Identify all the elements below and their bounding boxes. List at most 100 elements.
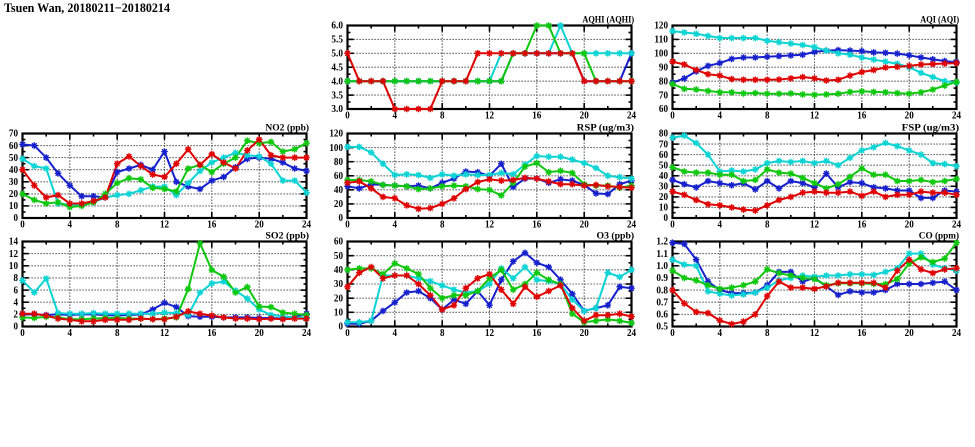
svg-text:0: 0	[345, 219, 350, 231]
svg-text:0: 0	[345, 327, 350, 339]
svg-text:24: 24	[952, 327, 962, 339]
svg-text:14: 14	[9, 236, 19, 248]
svg-text:50: 50	[659, 159, 669, 171]
svg-text:40: 40	[659, 170, 669, 182]
svg-text:100: 100	[654, 48, 668, 60]
svg-text:12: 12	[9, 248, 19, 260]
svg-text:3.5: 3.5	[331, 89, 343, 101]
svg-text:10: 10	[9, 200, 19, 212]
svg-text:0: 0	[14, 321, 19, 333]
svg-text:0: 0	[345, 110, 350, 122]
svg-text:60: 60	[9, 140, 19, 152]
svg-text:4: 4	[393, 110, 398, 122]
svg-text:4: 4	[393, 219, 398, 231]
svg-text:20: 20	[334, 292, 344, 304]
svg-text:1.2: 1.2	[656, 236, 668, 248]
svg-text:60: 60	[659, 103, 669, 115]
svg-text:1.0: 1.0	[656, 260, 668, 272]
svg-text:30: 30	[334, 278, 344, 290]
svg-text:24: 24	[302, 219, 312, 231]
svg-text:12: 12	[810, 219, 820, 231]
svg-text:8: 8	[765, 219, 770, 231]
svg-text:4: 4	[68, 219, 73, 231]
svg-text:16: 16	[532, 219, 542, 231]
svg-text:SO2 (ppb): SO2 (ppb)	[265, 231, 309, 241]
svg-text:0.8: 0.8	[656, 284, 668, 296]
svg-text:0: 0	[670, 110, 675, 122]
svg-text:30: 30	[659, 181, 669, 193]
svg-text:24: 24	[302, 327, 312, 339]
svg-text:10: 10	[334, 307, 344, 319]
svg-text:3.0: 3.0	[331, 103, 343, 115]
svg-text:AQI (AQI): AQI (AQI)	[920, 15, 959, 25]
svg-text:NO2 (ppb): NO2 (ppb)	[265, 123, 309, 133]
svg-text:110: 110	[654, 34, 668, 46]
svg-text:5.5: 5.5	[331, 34, 343, 46]
svg-text:0.6: 0.6	[656, 309, 668, 321]
svg-text:12: 12	[160, 327, 170, 339]
svg-text:80: 80	[659, 75, 669, 87]
svg-text:CO (ppm): CO (ppm)	[919, 231, 959, 241]
svg-text:20: 20	[580, 219, 590, 231]
svg-text:24: 24	[627, 219, 637, 231]
svg-text:40: 40	[9, 164, 19, 176]
svg-text:20: 20	[255, 327, 265, 339]
svg-text:50: 50	[9, 152, 19, 164]
svg-text:24: 24	[627, 110, 637, 122]
svg-text:24: 24	[952, 110, 962, 122]
svg-text:4: 4	[393, 327, 398, 339]
svg-text:12: 12	[485, 219, 495, 231]
svg-text:4.0: 4.0	[331, 75, 343, 87]
svg-text:0: 0	[670, 219, 675, 231]
svg-text:60: 60	[334, 236, 344, 248]
svg-text:50: 50	[334, 250, 344, 262]
svg-text:6.0: 6.0	[331, 20, 343, 32]
svg-text:16: 16	[532, 327, 542, 339]
svg-text:80: 80	[334, 156, 344, 168]
svg-text:20: 20	[334, 198, 344, 210]
svg-text:4: 4	[68, 327, 73, 339]
svg-text:4: 4	[718, 110, 723, 122]
svg-text:0.5: 0.5	[656, 321, 668, 333]
svg-text:0.7: 0.7	[656, 296, 668, 308]
svg-text:20: 20	[9, 188, 19, 200]
svg-text:30: 30	[9, 176, 19, 188]
svg-text:0: 0	[20, 327, 25, 339]
svg-text:8: 8	[14, 272, 19, 284]
svg-text:40: 40	[334, 264, 344, 276]
svg-text:2: 2	[14, 309, 19, 321]
svg-text:0: 0	[339, 212, 344, 224]
svg-text:10: 10	[659, 202, 669, 214]
svg-text:20: 20	[905, 219, 915, 231]
svg-text:4: 4	[718, 219, 723, 231]
svg-text:8: 8	[440, 110, 445, 122]
svg-text:8: 8	[440, 219, 445, 231]
svg-text:0: 0	[339, 321, 344, 333]
svg-text:24: 24	[952, 219, 962, 231]
svg-text:16: 16	[857, 219, 867, 231]
svg-text:24: 24	[627, 327, 637, 339]
svg-text:70: 70	[659, 89, 669, 101]
svg-text:8: 8	[765, 110, 770, 122]
svg-text:20: 20	[905, 110, 915, 122]
svg-text:10: 10	[9, 260, 19, 272]
svg-text:16: 16	[857, 327, 867, 339]
svg-text:60: 60	[334, 170, 344, 182]
svg-text:70: 70	[9, 128, 19, 140]
svg-text:AQHI (AQHI): AQHI (AQHI)	[582, 15, 634, 25]
svg-text:O3 (ppb): O3 (ppb)	[597, 231, 635, 241]
svg-text:12: 12	[810, 110, 820, 122]
svg-text:70: 70	[659, 138, 669, 150]
svg-text:16: 16	[857, 110, 867, 122]
svg-text:8: 8	[115, 219, 120, 231]
svg-text:Tsuen Wan, 20180211−20180214: Tsuen Wan, 20180211−20180214	[4, 1, 171, 15]
svg-text:12: 12	[160, 219, 170, 231]
svg-text:16: 16	[207, 219, 217, 231]
svg-text:60: 60	[659, 149, 669, 161]
svg-text:0: 0	[20, 219, 25, 231]
svg-text:20: 20	[255, 219, 265, 231]
svg-text:0.9: 0.9	[656, 272, 668, 284]
svg-text:12: 12	[810, 327, 820, 339]
svg-text:16: 16	[532, 110, 542, 122]
svg-text:16: 16	[207, 327, 217, 339]
